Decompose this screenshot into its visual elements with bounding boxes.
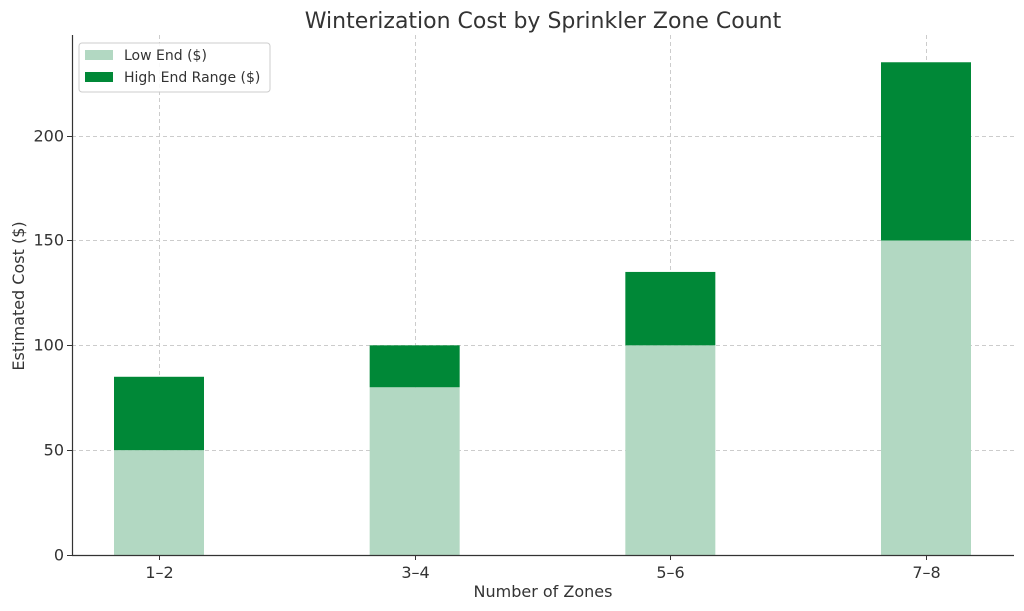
- legend-swatch-high-end-range: [85, 72, 113, 82]
- legend-label-high-end-range: High End Range ($): [124, 70, 260, 86]
- bar-high-end-range: [369, 345, 460, 388]
- y-tick-label: 100: [33, 336, 64, 355]
- chart-title: Winterization Cost by Sprinkler Zone Cou…: [305, 9, 782, 34]
- legend-swatch-low-end: [85, 50, 113, 60]
- y-tick-label: 200: [33, 127, 64, 146]
- ticks: 0 50 100 150 200 1–2 3–4 5–6 7–8: [33, 127, 940, 583]
- x-tick-label: 5–6: [656, 563, 684, 582]
- y-tick-label: 0: [54, 546, 64, 565]
- x-tick-label: 1–2: [145, 563, 173, 582]
- legend-frame: [78, 42, 271, 93]
- x-tick-label: 7–8: [912, 563, 940, 582]
- bar-high-end-range: [625, 271, 716, 346]
- bar-low-end: [369, 387, 460, 555]
- bar-low-end: [114, 450, 204, 555]
- bar-low-end: [881, 240, 971, 555]
- bar-high-end-range: [881, 62, 971, 241]
- bar-high-end-range: [114, 376, 204, 451]
- y-tick-label: 50: [44, 441, 64, 460]
- axes: [71, 35, 1014, 557]
- y-tick-label: 150: [33, 231, 64, 250]
- x-axis-label: Number of Zones: [474, 582, 613, 601]
- legend: Low End ($) High End Range ($): [78, 42, 271, 93]
- x-tick-label: 3–4: [401, 563, 429, 582]
- legend-label-low-end: Low End ($): [124, 48, 207, 64]
- bar-low-end: [625, 345, 716, 555]
- y-axis-label: Estimated Cost ($): [9, 221, 28, 370]
- grid: [72, 35, 1014, 555]
- bars: [114, 62, 971, 555]
